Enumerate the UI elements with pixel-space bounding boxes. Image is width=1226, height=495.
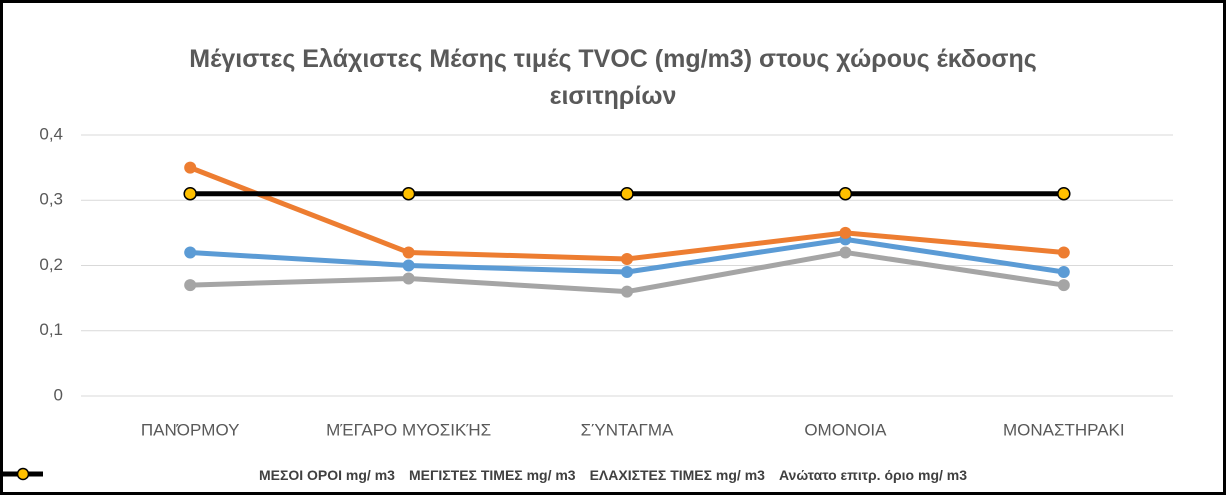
point <box>839 246 852 259</box>
series-line <box>189 165 1065 262</box>
point <box>621 266 633 279</box>
x-tick-label: ΟΜΟΝΟΙΑ <box>804 420 887 439</box>
point <box>1057 246 1070 259</box>
point <box>184 279 197 292</box>
point <box>401 186 416 201</box>
legend-label: ΜΕΓΙΣΤΕΣ ΤΙΜΕΣ mg/ m3 <box>408 467 576 483</box>
legend: ΜΕΣΟΙ ΟΡΟΙ mg/ m3 ΜΕΓΙΣΤΕΣ ΤΙΜΕΣ mg/ m3 ΕΛ… <box>3 467 1223 483</box>
point <box>838 186 853 201</box>
legend-item: ΕΛΑΧΙΣΤΕΣ ΤΙΜΕΣ mg/ m3 <box>3 467 765 483</box>
point <box>1057 279 1070 292</box>
point <box>402 272 415 285</box>
point <box>402 259 415 272</box>
legend-item: ΜΕΣΟΙ ΟΡΟΙ mg/ m3 <box>3 467 395 483</box>
y-tick-label: 0,1 <box>39 320 63 339</box>
legend-item: ΜΕΓΙΣΤΕΣ ΤΙΜΕΣ mg/ m3 <box>3 467 576 483</box>
point <box>1057 186 1071 201</box>
y-tick-label: 0,4 <box>39 124 63 143</box>
legend-label: Ανώτατο επιτρ. όριο mg/ m3 <box>778 467 968 483</box>
y-tick-label: 0,2 <box>39 255 63 274</box>
x-tick-label: ΜΟΝΑΣΤΗΡΑΚΙ <box>1003 420 1125 439</box>
y-tick-label: 0,3 <box>39 190 63 209</box>
legend-label: ΜΕΣΟΙ ΟΡΟΙ mg/ m3 <box>258 467 395 483</box>
point <box>620 186 634 201</box>
point <box>184 161 197 174</box>
x-tick-label: ΠΑΝΌΡΜΟΥ <box>141 420 240 439</box>
legend-marker <box>16 467 30 481</box>
x-tick-label: ΣΎΝΤΑΓΜΑ <box>581 420 674 439</box>
point <box>402 246 415 259</box>
point <box>183 186 197 201</box>
legend-label: ΕΛΑΧΙΣΤΕΣ ΤΙΜΕΣ mg/ m3 <box>589 467 765 483</box>
legend-item: Ανώτατο επιτρ. όριο mg/ m3 <box>3 467 968 483</box>
point <box>839 226 852 239</box>
y-tick-label: 0 <box>54 385 63 404</box>
chart-title: Μέγιστες Ελάχιστες Μέσης τιμές TVOC (mg/… <box>189 45 1037 110</box>
point <box>621 285 633 298</box>
legend-swatch <box>3 467 43 481</box>
point <box>1057 266 1070 279</box>
point <box>621 252 633 265</box>
plot: 0 0,1 0,2 0,3 0,4 ΠΑΝΌΡΜΟΥ ΜΈΓΑΡΟ ΜΥΟΣΙΚΉΣ ΣΎΝΤ… <box>39 124 1173 439</box>
point <box>184 246 197 259</box>
x-tick-label: ΜΈΓΑΡΟ ΜΥΟΣΙΚΉΣ <box>326 420 491 439</box>
